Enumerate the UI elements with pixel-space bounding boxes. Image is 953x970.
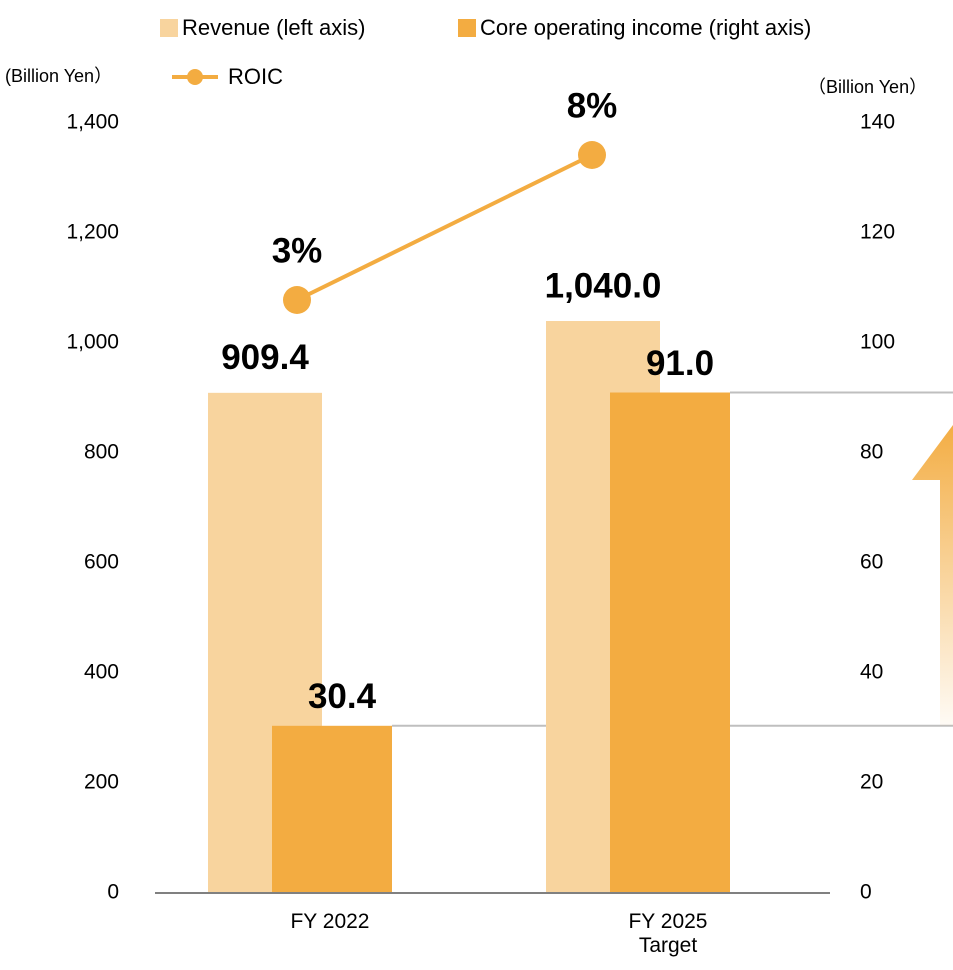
roic-line <box>296 153 593 302</box>
core-income-bar <box>272 725 392 893</box>
y2-tick-label: 120 <box>860 221 895 244</box>
y2-tick-label: 140 <box>860 111 895 134</box>
roic-label: 3% <box>272 231 323 270</box>
y-tick-label: 400 <box>84 661 119 684</box>
legend-swatch <box>160 19 178 37</box>
y2-tick-label: 80 <box>860 441 883 464</box>
y-unit: (Billion Yen） <box>5 66 112 86</box>
y2-unit: （Billion Yen） <box>808 77 927 97</box>
revenue-label: 1,040.0 <box>545 266 662 305</box>
y-tick-label: 0 <box>107 881 119 904</box>
roic-point <box>283 286 311 314</box>
y2-tick-label: 60 <box>860 551 883 574</box>
roic-point <box>578 141 606 169</box>
x-tick-label: FY 2022 <box>290 910 370 933</box>
revenue-label: 909.4 <box>221 338 309 377</box>
legend-label: Revenue (left axis) <box>182 15 365 40</box>
roic-label: 8% <box>567 86 618 125</box>
y-tick-label: 800 <box>84 441 119 464</box>
y2-tick-label: 20 <box>860 771 883 794</box>
legend-swatch <box>458 19 476 37</box>
y-tick-label: 200 <box>84 771 119 794</box>
y2-tick-label: 40 <box>860 661 883 684</box>
core-income-label: 30.4 <box>308 677 377 716</box>
y-tick-label: 1,000 <box>66 331 119 354</box>
core-income-bar <box>610 392 730 893</box>
growth-arrow <box>912 420 953 726</box>
legend-label: ROIC <box>228 64 283 89</box>
legend-label: Core operating income (right axis) <box>480 15 811 40</box>
y-tick-label: 1,400 <box>66 111 119 134</box>
y-tick-label: 1,200 <box>66 221 119 244</box>
y2-tick-label: 0 <box>860 881 872 904</box>
y-tick-label: 600 <box>84 551 119 574</box>
legend-dot <box>187 69 203 85</box>
core-income-label: 91.0 <box>646 344 714 383</box>
x-tick-label: FY 2025 Target <box>628 910 708 957</box>
y2-tick-label: 100 <box>860 331 895 354</box>
